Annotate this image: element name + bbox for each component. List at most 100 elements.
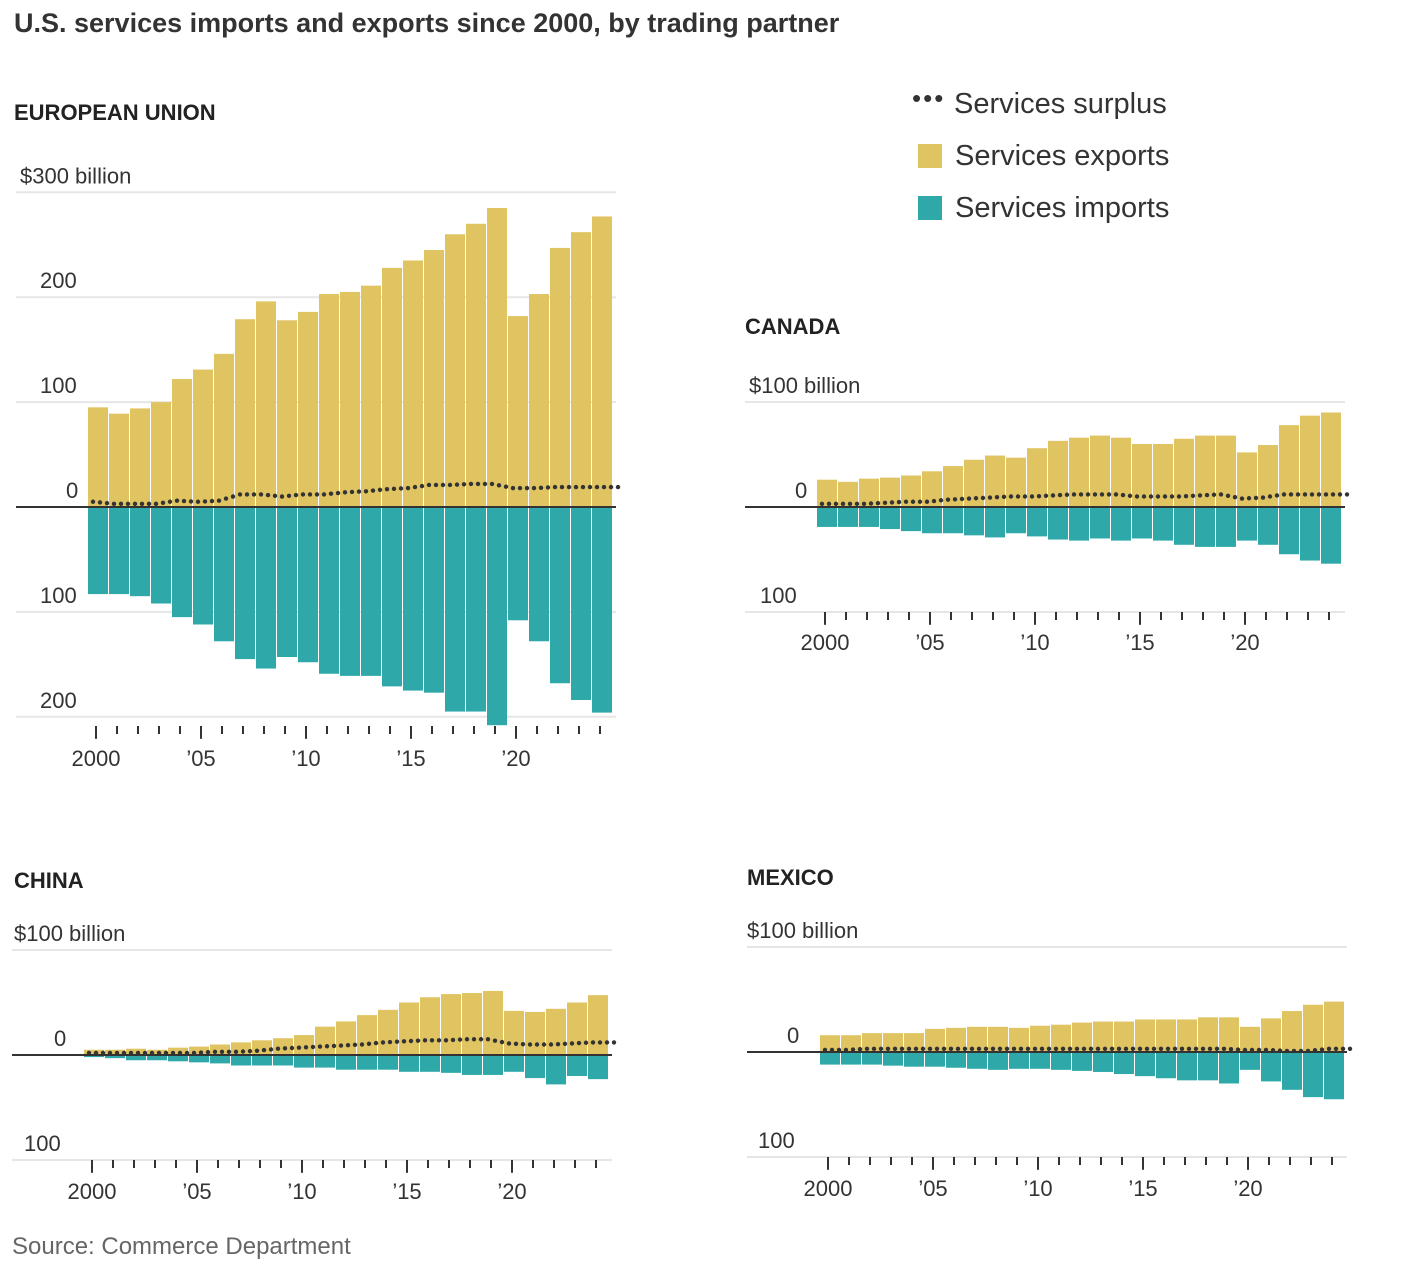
import-bar	[1237, 507, 1257, 541]
export-bar	[1195, 435, 1215, 507]
surplus-dot	[293, 492, 299, 498]
mexico-chart: $100 billion 0 100 2000 ’05 ’10 ’15 ’20 MEXICO	[747, 865, 1353, 1201]
y-tick-label: 200	[40, 688, 77, 713]
import-bar	[529, 507, 549, 642]
import-bar	[399, 1055, 419, 1072]
export-bar	[1156, 1019, 1176, 1052]
surplus-dot	[356, 489, 362, 494]
surplus-dot	[520, 1041, 526, 1047]
export-bar	[1324, 1001, 1344, 1052]
y-tick-label: $100 billion	[747, 918, 858, 943]
x-tick-label: 2000	[72, 746, 121, 771]
import-bar	[1132, 507, 1152, 539]
surplus-dot	[548, 1042, 554, 1047]
surplus-dot	[100, 1050, 106, 1056]
export-bar	[168, 1047, 188, 1055]
surplus-dot	[195, 499, 201, 504]
surplus-dot	[524, 485, 530, 491]
panel-title: CANADA	[745, 314, 840, 339]
import-bar	[1177, 1052, 1197, 1081]
surplus-dot	[517, 485, 523, 491]
surplus-dot	[412, 484, 418, 490]
surplus-dot	[1337, 492, 1343, 497]
surplus-dot	[447, 482, 453, 488]
surplus-dot	[854, 501, 860, 507]
surplus-dot	[1344, 492, 1350, 497]
surplus-dot	[1001, 494, 1007, 500]
surplus-dot	[209, 498, 215, 504]
surplus-dot	[345, 1043, 351, 1048]
surplus-dot	[310, 1044, 316, 1050]
surplus-dot	[240, 1049, 246, 1054]
x-tick-label: ’10	[1020, 630, 1049, 655]
surplus-dot	[1260, 495, 1266, 500]
export-bar	[817, 479, 837, 507]
surplus-dot	[1309, 492, 1315, 497]
import-bar	[462, 1055, 482, 1075]
panel-title: CHINA	[14, 868, 84, 893]
import-bar	[252, 1055, 272, 1066]
surplus-dot	[1281, 492, 1287, 497]
legend-item-surplus: ••• Services surplus	[912, 78, 1169, 130]
x-tick-label: ’05	[182, 1179, 211, 1204]
export-bar	[1177, 1019, 1197, 1052]
y-tick-label: $300 billion	[20, 163, 131, 188]
surplus-dot	[819, 501, 825, 507]
import-bar	[189, 1055, 209, 1063]
export-bar	[382, 267, 402, 507]
surplus-dot	[429, 1038, 435, 1043]
surplus-dot	[875, 500, 881, 506]
surplus-dot	[443, 1038, 449, 1043]
surplus-dot	[1158, 1046, 1164, 1052]
export-bar	[592, 216, 612, 507]
export-bar	[88, 407, 108, 507]
surplus-dot	[1298, 1048, 1304, 1054]
import-bar	[1195, 507, 1215, 547]
surplus-dot	[1050, 493, 1056, 498]
surplus-dot	[910, 499, 916, 504]
import-bar	[231, 1055, 251, 1066]
surplus-dot	[847, 501, 853, 507]
export-bar	[340, 291, 360, 507]
surplus-dot	[489, 481, 495, 487]
surplus-dot	[191, 1050, 197, 1056]
import-bar	[378, 1055, 398, 1070]
import-bar	[1051, 1052, 1071, 1070]
surplus-dot	[419, 483, 425, 489]
surplus-dot	[188, 499, 194, 504]
import-bar	[946, 1052, 966, 1068]
surplus-dot	[265, 492, 271, 498]
x-tick-label: ’05	[186, 746, 215, 771]
x-tick-label: 2000	[68, 1179, 117, 1204]
surplus-dot	[1270, 1048, 1276, 1053]
export-bar	[1069, 437, 1089, 507]
surplus-dot	[931, 498, 937, 504]
surplus-dot	[436, 1038, 442, 1043]
surplus-dot	[401, 1039, 407, 1044]
surplus-dot	[478, 1037, 484, 1042]
import-bar	[1258, 507, 1278, 545]
surplus-dot	[822, 1047, 828, 1053]
dotted-line-icon: •••	[912, 83, 946, 113]
import-bar	[1111, 507, 1131, 541]
imports-swatch-icon	[918, 196, 942, 220]
legend-exports-label: Services exports	[955, 139, 1170, 172]
export-bar	[172, 379, 192, 507]
surplus-dot	[1319, 1047, 1325, 1052]
surplus-dot	[237, 492, 243, 497]
import-bar	[904, 1052, 924, 1067]
surplus-dot	[990, 1046, 996, 1052]
export-bar	[529, 294, 549, 507]
surplus-dot	[86, 1050, 92, 1056]
surplus-dot	[1200, 1046, 1206, 1052]
surplus-dot	[1218, 492, 1224, 497]
surplus-dot	[545, 485, 551, 490]
surplus-dot	[1004, 1046, 1010, 1052]
surplus-dot	[359, 1042, 365, 1047]
import-bar	[193, 507, 213, 625]
surplus-dot	[1057, 492, 1063, 498]
surplus-dot	[450, 1037, 456, 1043]
surplus-dot	[987, 495, 993, 500]
export-bar	[967, 1026, 987, 1052]
